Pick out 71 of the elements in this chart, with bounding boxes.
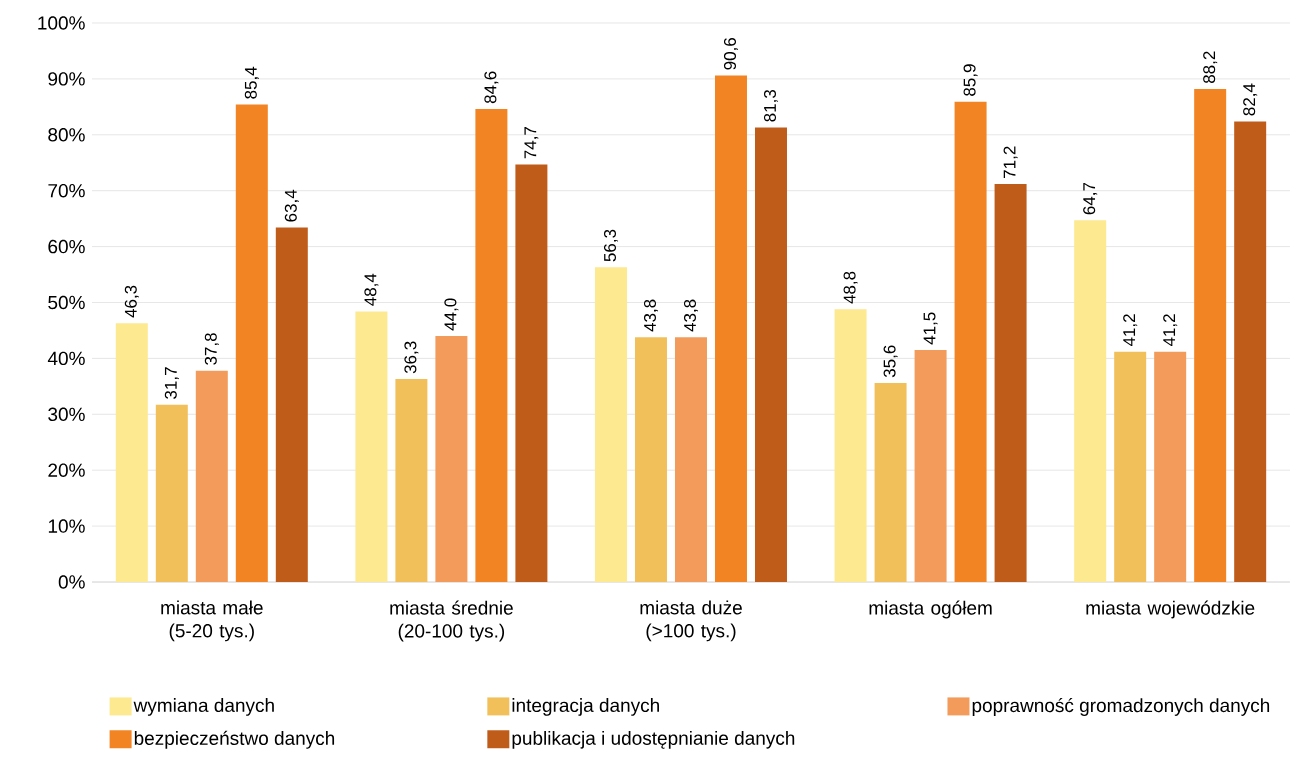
x-tick-label: miasta wojewódzkie bbox=[1086, 600, 1255, 619]
bar bbox=[714, 75, 747, 582]
x-tick-label: miasta małe (5-20 tys.) bbox=[161, 600, 263, 642]
data-label: 37,8 bbox=[204, 333, 219, 365]
data-label: 63,4 bbox=[284, 189, 299, 222]
x-tick-label: miasta średnie (20-100 tys.) bbox=[390, 600, 513, 642]
legend-label: wymiana danych bbox=[133, 698, 274, 716]
bar bbox=[235, 104, 268, 582]
bar bbox=[954, 101, 987, 582]
data-label: 88,2 bbox=[1203, 51, 1218, 84]
y-tick-label: 70% bbox=[48, 183, 85, 198]
data-label: 74,7 bbox=[524, 127, 539, 159]
data-label: 48,8 bbox=[843, 271, 858, 304]
bar bbox=[914, 350, 947, 582]
y-tick-label: 40% bbox=[47, 351, 85, 366]
data-label: 90,6 bbox=[723, 38, 739, 70]
bar bbox=[1194, 88, 1227, 582]
y-tick-label: 20% bbox=[48, 463, 85, 477]
legend-label: integracja danych bbox=[512, 698, 659, 716]
y-tick-label: 80% bbox=[48, 128, 85, 142]
bar bbox=[994, 183, 1027, 582]
legend-label: bezpieczeństwo danych bbox=[134, 730, 335, 749]
bar bbox=[1114, 351, 1147, 582]
bar bbox=[395, 379, 428, 582]
bar bbox=[115, 323, 148, 582]
x-tick-label: miasta duże (>100 tys.) bbox=[640, 600, 742, 642]
bar bbox=[355, 311, 388, 582]
bar bbox=[515, 164, 548, 582]
bar bbox=[275, 227, 308, 582]
data-label: 43,8 bbox=[683, 299, 699, 332]
y-tick-label: 60% bbox=[48, 239, 85, 254]
data-label: 41,2 bbox=[1123, 314, 1138, 347]
bar bbox=[1234, 121, 1267, 582]
x-tick-label: miasta ogółem bbox=[869, 600, 992, 619]
y-tick-label: 10% bbox=[48, 519, 85, 533]
y-tick-label: 0% bbox=[58, 575, 85, 589]
data-label: 41,2 bbox=[1163, 314, 1178, 347]
data-label: 35,6 bbox=[883, 345, 898, 378]
y-tick-label: 50% bbox=[48, 295, 85, 310]
data-label: 84,6 bbox=[484, 71, 499, 104]
bar bbox=[1154, 351, 1187, 582]
data-label: 48,4 bbox=[364, 273, 379, 306]
data-label: 46,3 bbox=[124, 285, 139, 318]
bar bbox=[1074, 220, 1107, 582]
data-label: 81,3 bbox=[763, 89, 779, 122]
bar bbox=[155, 404, 188, 582]
bar bbox=[754, 127, 787, 582]
data-label: 85,4 bbox=[244, 66, 259, 99]
data-label: 41,5 bbox=[923, 312, 938, 345]
bar bbox=[874, 382, 907, 582]
y-tick-label: 30% bbox=[48, 407, 85, 422]
bar bbox=[195, 370, 228, 582]
data-label: 31,7 bbox=[164, 367, 179, 399]
data-label: 43,8 bbox=[643, 299, 659, 332]
data-label: 64,7 bbox=[1083, 182, 1098, 215]
bar bbox=[834, 309, 867, 582]
bar bbox=[674, 337, 707, 582]
legend-label: poprawność gromadzonych danych bbox=[972, 697, 1270, 716]
bar bbox=[475, 109, 508, 582]
y-tick-label: 90% bbox=[48, 72, 85, 86]
data-label: 56,3 bbox=[603, 229, 619, 262]
bar bbox=[594, 267, 627, 582]
data-label: 85,9 bbox=[963, 64, 978, 96]
bar bbox=[435, 336, 468, 582]
data-label: 71,2 bbox=[1003, 146, 1018, 178]
bar bbox=[634, 337, 667, 582]
legend-label: publikacja i udostępnianie danych bbox=[512, 730, 795, 749]
data-label: 44,0 bbox=[444, 298, 459, 331]
y-tick-label: 100% bbox=[38, 16, 85, 30]
data-label: 82,4 bbox=[1243, 83, 1258, 116]
data-label: 36,3 bbox=[404, 341, 419, 374]
